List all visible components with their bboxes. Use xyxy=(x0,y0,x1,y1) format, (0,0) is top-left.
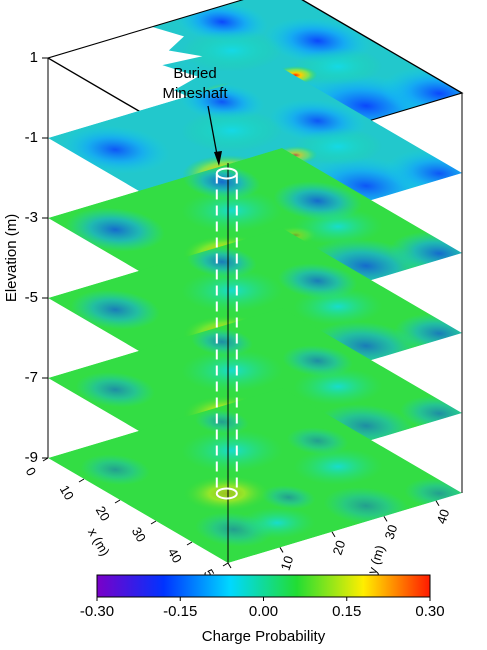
cyan-zone xyxy=(181,349,283,392)
anomaly xyxy=(182,475,272,512)
cyan-zone xyxy=(293,288,383,325)
x-tick xyxy=(78,478,85,483)
cyan-zone xyxy=(293,368,383,405)
blue-zone xyxy=(70,289,160,330)
x-tick xyxy=(114,499,121,504)
blue-zone xyxy=(187,246,257,278)
z-tick-label: -9 xyxy=(25,449,38,466)
z-tick-label: 1 xyxy=(30,49,38,66)
blue-zone xyxy=(75,372,155,408)
x-tick xyxy=(222,562,229,567)
cyan-zone xyxy=(181,29,283,72)
y-axis-label: y (m) xyxy=(364,543,387,576)
arrow-head xyxy=(214,151,222,166)
z-tick-label: -7 xyxy=(25,369,38,386)
x-tick-label: 10 xyxy=(57,482,77,502)
annotation: Buried xyxy=(173,65,216,82)
shaft-end xyxy=(215,167,238,180)
x-tick-label: 40 xyxy=(165,545,185,565)
slice xyxy=(48,387,462,563)
y-tick-label: 20 xyxy=(330,538,349,556)
y-tick xyxy=(227,562,232,569)
blue-zone xyxy=(286,427,349,455)
annotation-arrow xyxy=(207,105,219,161)
x-tick xyxy=(42,457,49,462)
overlay: Buried Mineshaft xyxy=(162,65,228,166)
x-axis-label: x (m) xyxy=(85,525,113,558)
colorbar-tick-label: -0.30 xyxy=(80,603,114,620)
z-tick-label: -1 xyxy=(25,129,38,146)
colorbar-tick-label: 0.30 xyxy=(415,603,444,620)
cyan-zone xyxy=(293,448,383,485)
cyan-zone xyxy=(239,507,316,539)
y-tick xyxy=(383,516,388,522)
blue-zone xyxy=(379,67,462,120)
colorbar xyxy=(96,574,431,598)
blue-zone xyxy=(65,207,165,252)
y-tick-label: 40 xyxy=(434,507,453,525)
z-tick-label: -5 xyxy=(25,289,38,306)
x-tick-label: 20 xyxy=(93,503,113,523)
blue-zone xyxy=(261,485,316,510)
y-tick xyxy=(279,547,284,553)
colorbar-tick-label: 0.00 xyxy=(249,603,278,620)
y-tick-label: 30 xyxy=(382,523,401,541)
blue-zone xyxy=(195,409,249,434)
blue-zone xyxy=(389,231,462,276)
blue-zone xyxy=(80,454,150,486)
colorbar-tick-label: 0.15 xyxy=(332,603,361,620)
blue-zone xyxy=(384,149,462,198)
y-tick xyxy=(435,500,440,507)
colorbar-tick-label: -0.15 xyxy=(163,603,197,620)
y-tick-label: 10 xyxy=(278,554,297,572)
x-tick-label: 0 xyxy=(23,465,40,479)
blue-zone xyxy=(323,487,409,525)
slices xyxy=(46,0,464,563)
z-axis-label: Elevation (m) xyxy=(3,214,20,302)
x-tick xyxy=(150,520,157,525)
z-tick-label: -3 xyxy=(25,209,38,226)
x-tick-label: 30 xyxy=(129,524,149,544)
annotation: Mineshaft xyxy=(162,85,228,102)
heat xyxy=(48,387,462,563)
cyan-zone xyxy=(181,189,283,232)
cyan-zone xyxy=(181,269,283,312)
y-tick xyxy=(331,531,336,538)
x-tick xyxy=(186,541,193,546)
colorbar-label: Charge Probability xyxy=(202,628,326,645)
shaft-end xyxy=(215,487,238,500)
cyan-zone xyxy=(181,109,283,152)
cyan-zone xyxy=(181,429,283,472)
